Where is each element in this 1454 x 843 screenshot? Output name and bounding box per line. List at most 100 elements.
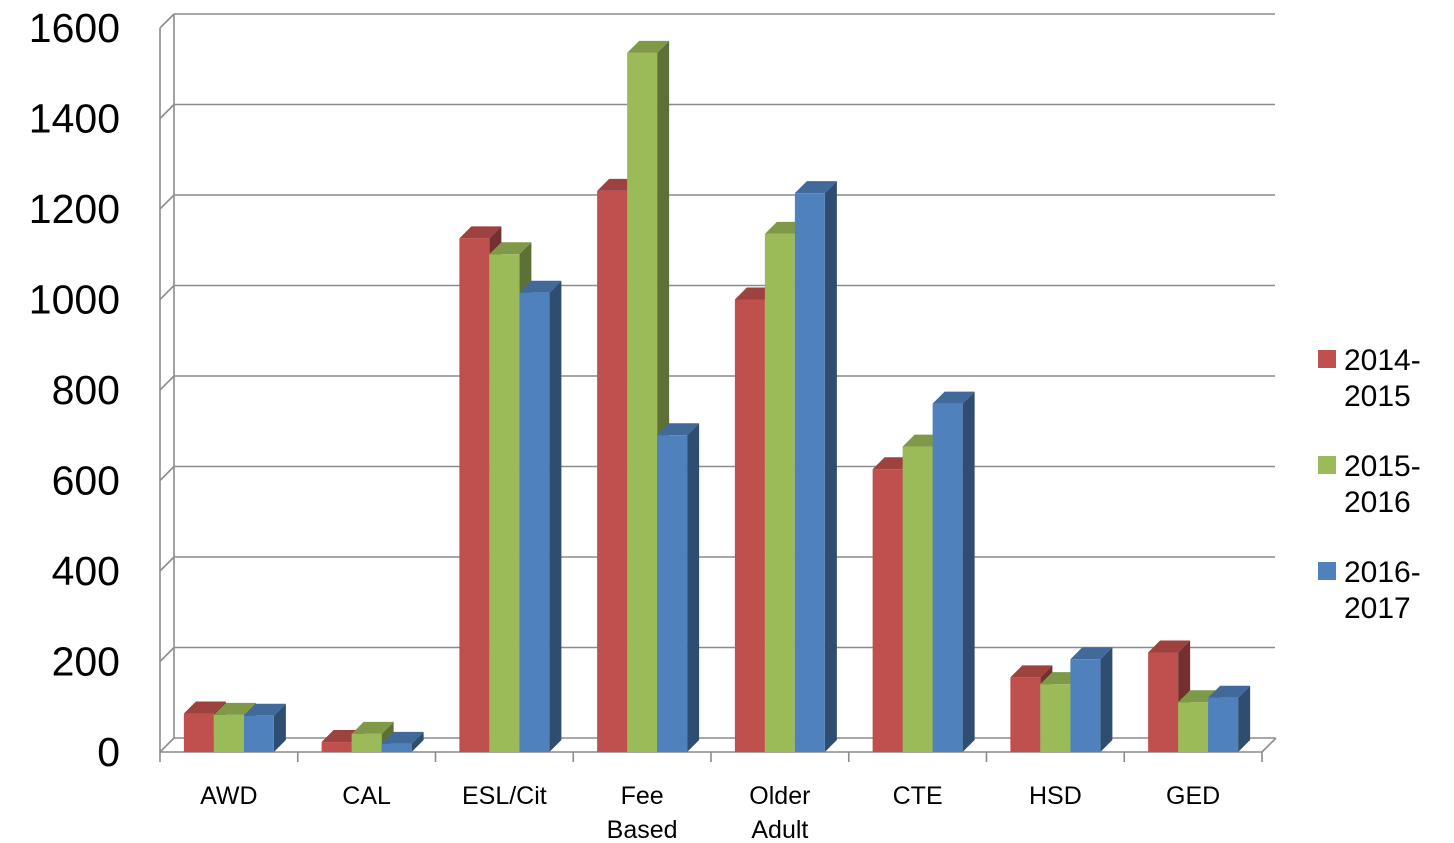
bar-top	[657, 423, 700, 436]
bar-front	[213, 714, 244, 752]
bar-side	[549, 280, 562, 752]
bar-side	[687, 423, 700, 752]
legend: 2014-2015 2015-2016 2016-2017	[1318, 344, 1421, 625]
bar-top	[627, 40, 670, 53]
gridline-connector	[159, 103, 175, 120]
legend-label: 2014-	[1344, 344, 1421, 377]
bar-front	[734, 299, 765, 752]
bar-front	[183, 713, 214, 752]
bar-side	[1100, 647, 1113, 752]
x-tick-label: HSD	[1029, 782, 1082, 810]
bar-front	[872, 469, 903, 752]
bar-top	[1010, 665, 1053, 678]
x-tick-label: AWD	[200, 782, 257, 810]
gridline-connector	[159, 194, 175, 210]
bar-front	[1040, 684, 1071, 752]
x-tick-label: ESL/Cit	[462, 782, 547, 810]
bar	[243, 703, 286, 752]
bar	[1208, 685, 1251, 752]
x-axis-ticks: AWD CAL ESL/Cit Fee Based Older Adult CTE HSD GED	[200, 782, 1220, 843]
y-tick-label: 0	[97, 729, 120, 775]
bar-front	[489, 254, 520, 752]
bar-front	[1178, 702, 1209, 752]
gridline-connector	[159, 13, 175, 29]
bar-front	[459, 238, 490, 753]
bar	[657, 423, 700, 752]
y-tick-label: 200	[52, 639, 120, 685]
legend-label: 2015	[1344, 380, 1411, 413]
legend-swatch	[1318, 456, 1336, 474]
bar-front	[519, 292, 550, 752]
bar-front	[1148, 652, 1179, 752]
bar	[381, 731, 424, 752]
y-tick-label: 600	[52, 458, 120, 504]
legend-label: 2016	[1344, 486, 1411, 519]
bar	[519, 280, 562, 752]
bar	[794, 181, 837, 753]
bar-side	[1238, 685, 1251, 752]
bar-front	[932, 403, 963, 752]
bar-top	[794, 181, 837, 194]
bars	[183, 40, 1251, 753]
y-axis-ticks: 0 200 400 600 800 1000 1200 1400 1600	[29, 5, 120, 775]
bar-front	[764, 233, 795, 752]
bar-front	[243, 715, 274, 752]
bar-top	[459, 226, 502, 239]
gridline-connector	[159, 646, 175, 663]
bar-top	[381, 731, 424, 744]
bar-side	[411, 731, 424, 752]
bar-front	[381, 743, 412, 752]
y-tick-label: 1600	[29, 5, 120, 51]
bar-top	[1208, 685, 1251, 698]
bar-front	[1208, 697, 1239, 752]
x-tick-label: CAL	[342, 782, 391, 810]
bar-top	[519, 280, 562, 293]
bar-top	[932, 391, 975, 404]
bar-top	[489, 242, 532, 255]
gridline-connector	[159, 284, 175, 301]
gridline-connector	[159, 556, 175, 572]
y-tick-label: 1200	[29, 186, 120, 232]
bar-front	[1010, 677, 1041, 752]
bar-side	[273, 703, 286, 752]
bar	[1070, 647, 1113, 752]
bar-front	[794, 193, 825, 753]
y-tick-label: 1000	[29, 277, 120, 323]
gridline-connector	[159, 375, 175, 391]
legend-label: 2016-	[1344, 556, 1421, 589]
bar-front	[627, 52, 658, 752]
floor-edge	[1261, 737, 1277, 753]
gridline-connector	[159, 465, 175, 482]
x-tick-label: Fee	[621, 782, 664, 810]
bar-front	[597, 190, 628, 752]
y-tick-label: 400	[52, 548, 120, 594]
legend-swatch	[1318, 562, 1336, 580]
bar-top	[183, 701, 226, 714]
bar-front	[321, 742, 352, 752]
bar-side	[824, 181, 837, 753]
bar-front	[351, 733, 382, 752]
x-tick-label: CTE	[893, 782, 943, 810]
y-tick-label: 800	[52, 367, 120, 413]
bar-top	[1070, 647, 1113, 660]
legend-swatch	[1318, 350, 1336, 368]
x-tick-label: Based	[607, 816, 678, 843]
bar-side	[962, 391, 975, 752]
bar-top	[1148, 640, 1191, 653]
bar-front	[657, 435, 688, 752]
bar-front	[902, 446, 933, 752]
x-tick-label: GED	[1166, 782, 1220, 810]
legend-label: 2017	[1344, 592, 1411, 625]
gridline-connector	[159, 737, 175, 753]
x-tick-label: Adult	[751, 816, 808, 843]
bar-front	[1070, 659, 1101, 752]
bar	[351, 721, 394, 752]
legend-label: 2015-	[1344, 450, 1421, 483]
y-tick-label: 1400	[29, 96, 120, 142]
x-tick-label: Older	[749, 782, 810, 810]
bar	[932, 391, 975, 752]
gridlines	[159, 13, 1275, 753]
bar-top	[243, 703, 286, 716]
bar-top	[351, 721, 394, 734]
